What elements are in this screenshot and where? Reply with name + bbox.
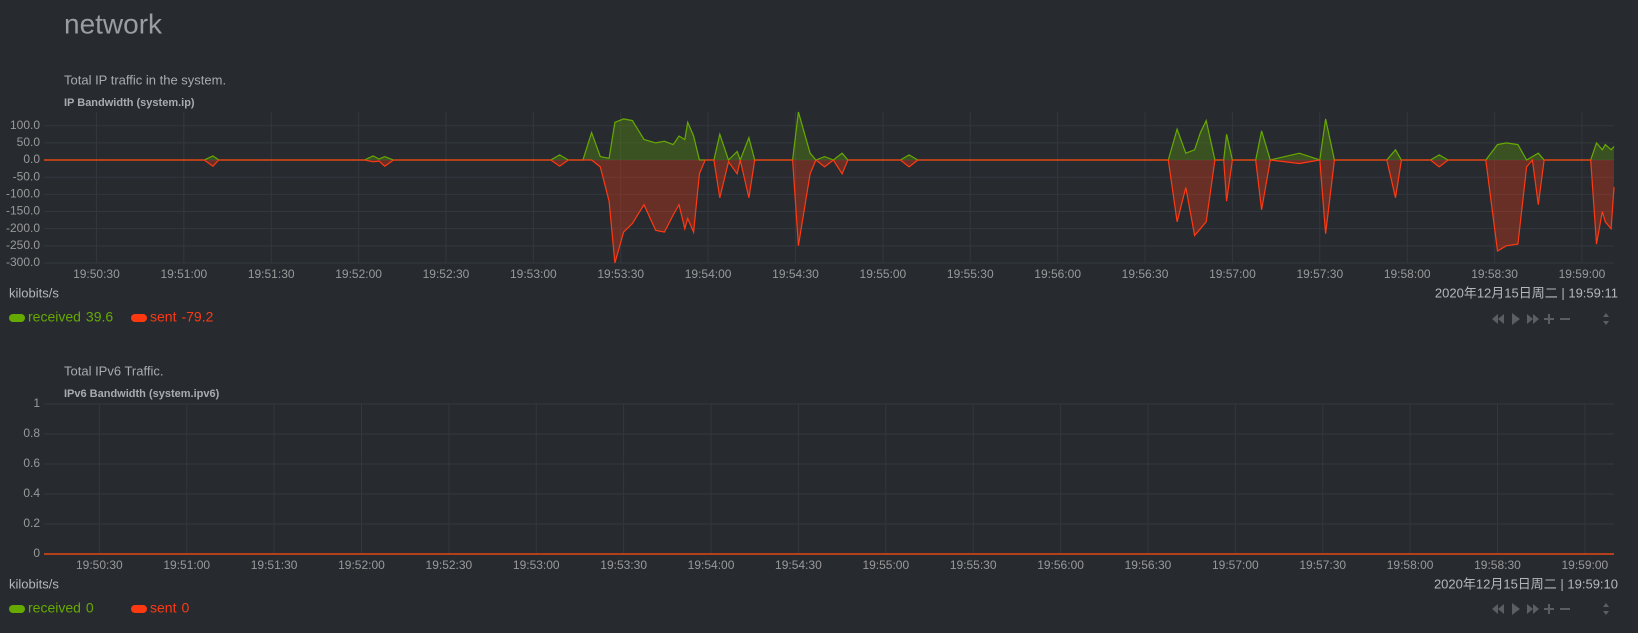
units: kilobits/s	[9, 576, 59, 591]
y-tick-label: -50.0	[13, 169, 41, 183]
x-tick-label: 19:55:30	[950, 558, 997, 572]
chart-description: Total IPv6 Traffic.	[64, 363, 163, 378]
y-tick-label: 0	[33, 546, 40, 560]
x-tick-label: 19:54:00	[685, 267, 732, 281]
legend-swatch	[9, 314, 25, 322]
x-tick-label: 19:54:00	[688, 558, 735, 572]
y-tick-label: -100.0	[6, 187, 40, 201]
x-tick-label: 19:58:00	[1387, 558, 1434, 572]
x-tick-label: 19:55:00	[862, 558, 909, 572]
legend-value: 0	[181, 600, 189, 616]
x-tick-label: 19:56:30	[1122, 267, 1169, 281]
x-tick-label: 19:50:30	[76, 558, 123, 572]
y-tick-label: 0.8	[23, 426, 40, 440]
legend-swatch	[9, 605, 25, 613]
x-tick-label: 19:59:00	[1559, 267, 1606, 281]
legend-name: received	[28, 309, 81, 325]
x-tick-label: 19:58:00	[1384, 267, 1431, 281]
legend-swatch	[131, 314, 147, 322]
x-tick-label: 19:51:00	[160, 267, 207, 281]
x-tick-label: 19:52:00	[338, 558, 385, 572]
chart-title: IP Bandwidth (system.ip)	[64, 97, 195, 109]
y-tick-label: -150.0	[6, 204, 40, 218]
x-tick-label: 19:58:30	[1474, 558, 1521, 572]
y-tick-label: 50.0	[17, 135, 41, 149]
legend-name: sent	[150, 309, 177, 325]
x-tick-label: 19:58:30	[1471, 267, 1518, 281]
y-tick-label: 0.4	[23, 486, 40, 500]
x-tick-label: 19:51:30	[248, 267, 295, 281]
x-tick-label: 19:55:30	[947, 267, 994, 281]
x-tick-label: 19:54:30	[775, 558, 822, 572]
y-tick-label: -300.0	[6, 255, 40, 269]
legend-name: received	[28, 600, 81, 616]
x-tick-label: 19:57:30	[1299, 558, 1346, 572]
legend-swatch	[131, 605, 147, 613]
y-tick-label: -250.0	[6, 238, 40, 252]
legend-value: 0	[86, 600, 94, 616]
x-tick-label: 19:56:00	[1034, 267, 1081, 281]
y-tick-label: 0.0	[23, 152, 40, 166]
x-tick-label: 19:52:30	[426, 558, 473, 572]
legend-value: -79.2	[181, 309, 213, 325]
x-tick-label: 19:53:30	[600, 558, 647, 572]
chart-controls	[1492, 313, 1609, 615]
chart-description: Total IP traffic in the system.	[64, 72, 226, 87]
legend-name: sent	[150, 600, 177, 616]
x-tick-label: 19:51:30	[251, 558, 298, 572]
x-tick-label: 19:57:00	[1209, 267, 1256, 281]
y-tick-label: 1	[33, 396, 40, 410]
timestamp: 2020年12月15日周二 | 19:59:10	[1434, 576, 1618, 591]
x-tick-label: 19:55:00	[860, 267, 907, 281]
x-tick-label: 19:51:00	[163, 558, 210, 572]
series-line	[44, 158, 1615, 264]
x-tick-label: 19:56:00	[1037, 558, 1084, 572]
timestamp: 2020年12月15日周二 | 19:59:11	[1435, 285, 1618, 300]
x-tick-label: 19:59:00	[1562, 558, 1609, 572]
x-tick-label: 19:57:00	[1212, 558, 1259, 572]
y-tick-label: 0.6	[23, 456, 40, 470]
x-tick-label: 19:57:30	[1296, 267, 1343, 281]
chart-title: IPv6 Bandwidth (system.ipv6)	[64, 388, 220, 400]
legend-value: 39.6	[86, 309, 113, 325]
x-tick-label: 19:53:30	[597, 267, 644, 281]
x-tick-label: 19:53:00	[510, 267, 557, 281]
controls-1[interactable]	[1492, 313, 1609, 325]
units: kilobits/s	[9, 285, 59, 300]
x-tick-label: 19:53:00	[513, 558, 560, 572]
x-tick-label: 19:54:30	[772, 267, 819, 281]
x-tick-label: 19:52:30	[423, 267, 470, 281]
y-tick-label: -200.0	[6, 221, 40, 235]
y-tick-label: 100.0	[10, 118, 40, 132]
x-tick-label: 19:52:00	[335, 267, 382, 281]
section-title: network	[64, 8, 163, 39]
y-tick-label: 0.2	[23, 516, 40, 530]
controls-2[interactable]	[1492, 603, 1609, 615]
x-tick-label: 19:50:30	[73, 267, 120, 281]
x-tick-label: 19:56:30	[1125, 558, 1172, 572]
